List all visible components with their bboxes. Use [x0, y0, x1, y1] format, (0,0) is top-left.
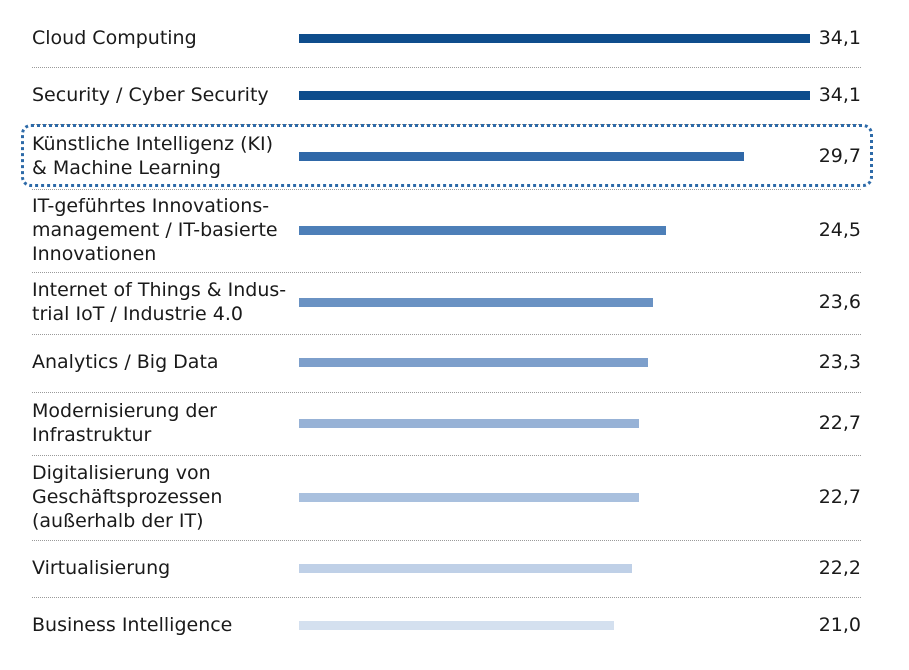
bar [299, 492, 640, 502]
row-separator [32, 455, 861, 456]
row-separator [32, 597, 861, 598]
bar [299, 621, 614, 630]
value-label: 21,0 [818, 614, 861, 636]
row-separator [32, 189, 861, 190]
bar [299, 358, 649, 367]
category-label: Cloud Computing [32, 26, 197, 49]
value-label: 29,7 [818, 144, 861, 167]
row-separator [32, 67, 861, 68]
category-label: Digitalisierung von Geschäftsprozessen (… [32, 461, 223, 532]
bar [299, 563, 632, 573]
category-label: Künstliche Intelligenz (KI) & Machine Le… [32, 132, 274, 179]
bar [299, 90, 810, 100]
value-label: 34,1 [818, 26, 861, 49]
value-label: 24,5 [818, 218, 861, 241]
category-label: Analytics / Big Data [32, 351, 219, 373]
bar [299, 225, 667, 235]
value-label: 22,7 [818, 485, 861, 508]
value-label: 34,1 [818, 83, 861, 106]
row-separator [32, 392, 861, 393]
row-separator [32, 540, 861, 541]
bar [299, 33, 810, 43]
row-separator [32, 272, 861, 273]
bar [299, 151, 745, 161]
value-label: 22,2 [818, 556, 861, 579]
category-label: Virtualisierung [32, 556, 171, 579]
category-label: IT-geführtes Innovations- management / I… [32, 194, 278, 265]
category-label: Internet of Things & Indus- trial IoT / … [32, 279, 287, 325]
value-label: 23,3 [818, 351, 861, 373]
category-label: Business Intelligence [32, 614, 233, 636]
highlight-frame [21, 124, 873, 187]
category-label: Security / Cyber Security [32, 83, 269, 106]
category-label: Modernisierung der Infrastruktur [32, 399, 217, 446]
row-separator [32, 334, 861, 335]
bar [299, 418, 640, 428]
value-label: 22,7 [818, 411, 861, 434]
value-label: 23,6 [818, 291, 861, 313]
bar [299, 298, 653, 307]
